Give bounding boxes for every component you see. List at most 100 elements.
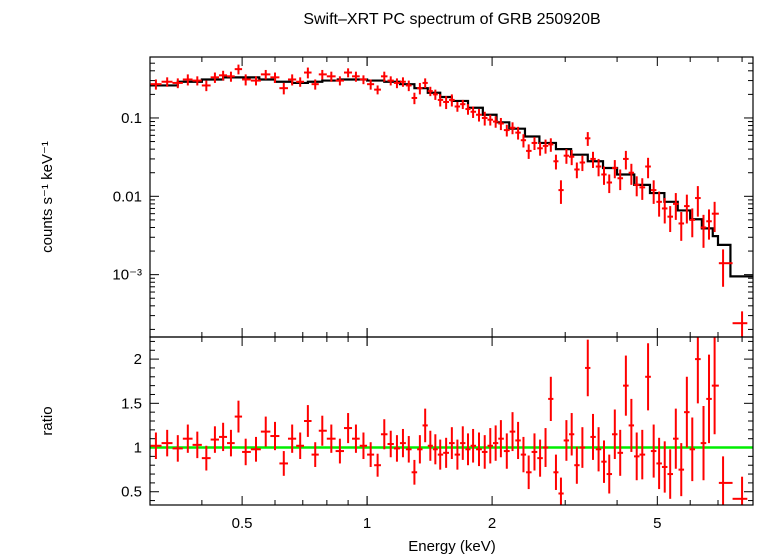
bottom-y-tick-label: 1 bbox=[134, 440, 142, 457]
spectrum-point bbox=[352, 71, 360, 82]
ratio-point bbox=[304, 405, 312, 437]
spectrum-point bbox=[481, 111, 488, 126]
ratio-point bbox=[422, 408, 428, 443]
bottom-y-axis-label: ratio bbox=[39, 406, 56, 435]
ratio-point bbox=[558, 477, 564, 505]
ratio-point bbox=[590, 413, 596, 460]
spectrum-point bbox=[617, 169, 624, 191]
top-panel: 0.1 0.01 10⁻³ counts s⁻¹ keV⁻¹ bbox=[39, 56, 754, 338]
ratio-point bbox=[732, 476, 748, 505]
ratio-point bbox=[481, 435, 488, 469]
spectrum-point bbox=[684, 194, 690, 224]
top-y-tick-label: 0.01 bbox=[113, 188, 142, 205]
ratio-point bbox=[287, 424, 297, 453]
ratio-point bbox=[579, 427, 586, 468]
ratio-point bbox=[150, 432, 162, 460]
ratio-point bbox=[645, 343, 651, 411]
ratio-point bbox=[585, 339, 591, 397]
spectrum-point bbox=[515, 126, 521, 140]
spectrum-point bbox=[526, 144, 532, 159]
ratio-point bbox=[612, 409, 618, 460]
spectrum-point bbox=[161, 77, 173, 87]
ratio-point bbox=[606, 454, 613, 494]
spectrum-point bbox=[304, 67, 312, 79]
spectrum-point bbox=[678, 212, 685, 241]
spectrum-point bbox=[405, 80, 412, 92]
bottom-y-tick-labels: 0.5 1 1.5 2 bbox=[121, 351, 142, 501]
spectrum-point bbox=[359, 75, 368, 85]
ratio-point bbox=[374, 453, 381, 477]
ratio-point bbox=[718, 456, 733, 505]
spectrum-data-points bbox=[150, 64, 748, 337]
spectrum-point bbox=[387, 76, 394, 86]
spectrum-point bbox=[335, 76, 345, 86]
spectrum-point bbox=[695, 186, 701, 217]
ratio-point bbox=[476, 432, 482, 467]
ratio-point bbox=[678, 443, 685, 497]
ratio-point bbox=[672, 408, 679, 469]
ratio-point bbox=[509, 412, 516, 452]
spectrum-point bbox=[437, 94, 444, 107]
ratio-point bbox=[359, 432, 368, 460]
spectrum-point bbox=[531, 137, 538, 150]
ratio-point bbox=[405, 436, 412, 463]
ratio-point bbox=[487, 428, 493, 464]
spectrum-point bbox=[260, 69, 271, 80]
spectrum-point bbox=[585, 132, 591, 146]
spectrum-point bbox=[344, 68, 353, 78]
ratio-point bbox=[667, 449, 673, 499]
ratio-point bbox=[279, 451, 288, 476]
spectrum-point bbox=[192, 76, 202, 86]
spectrum-point bbox=[650, 180, 657, 204]
spectrum-point bbox=[465, 104, 471, 115]
ratio-point bbox=[711, 337, 719, 435]
ratio-point bbox=[326, 424, 336, 453]
ratio-point bbox=[537, 439, 543, 477]
ratio-point bbox=[689, 417, 696, 482]
ratio-point bbox=[387, 430, 394, 458]
ratio-data-points bbox=[150, 337, 748, 505]
spectrum-point bbox=[448, 94, 455, 107]
ratio-point bbox=[503, 433, 510, 469]
ratio-point bbox=[250, 436, 261, 462]
spectrum-point bbox=[172, 78, 183, 89]
bottom-y-tick-label: 1.5 bbox=[121, 395, 142, 412]
spectrum-point bbox=[656, 191, 662, 217]
spectrum-point bbox=[700, 214, 707, 248]
x-tick-label: 1 bbox=[363, 515, 371, 532]
spectrum-point bbox=[628, 163, 635, 185]
top-axis-ticks bbox=[149, 57, 753, 337]
ratio-point bbox=[182, 424, 193, 453]
top-y-tick-labels: 0.1 0.01 10⁻³ bbox=[112, 110, 142, 284]
spectrum-point bbox=[639, 178, 646, 200]
ratio-point bbox=[656, 437, 662, 490]
spectrum-point bbox=[503, 124, 510, 137]
ratio-point bbox=[417, 435, 423, 464]
spectrum-point bbox=[287, 74, 297, 86]
ratio-point bbox=[335, 438, 345, 464]
ratio-point bbox=[595, 427, 602, 472]
bottom-axis-ticks bbox=[149, 337, 753, 505]
ratio-point bbox=[623, 355, 629, 416]
top-y-axis-label: counts s⁻¹ keV⁻¹ bbox=[39, 141, 56, 253]
ratio-point bbox=[443, 437, 449, 468]
ratio-point bbox=[628, 398, 635, 452]
ratio-point bbox=[661, 441, 668, 493]
spectrum-point bbox=[393, 78, 400, 89]
spectrum-point bbox=[318, 69, 327, 80]
spectrum-point bbox=[645, 157, 651, 179]
spectrum-point bbox=[242, 74, 251, 86]
spectrum-point bbox=[476, 109, 482, 122]
ratio-point bbox=[311, 442, 319, 467]
spectrum-point bbox=[612, 160, 618, 179]
ratio-point bbox=[531, 433, 538, 471]
spectrum-point bbox=[498, 117, 504, 131]
x-tick-labels: 0.5 1 2 5 bbox=[232, 515, 662, 532]
spectrum-point bbox=[182, 74, 193, 86]
ratio-point bbox=[427, 430, 433, 461]
model-curve bbox=[150, 76, 753, 278]
spectrum-point bbox=[374, 85, 381, 95]
spectrum-point bbox=[417, 82, 423, 95]
ratio-point bbox=[210, 426, 220, 453]
